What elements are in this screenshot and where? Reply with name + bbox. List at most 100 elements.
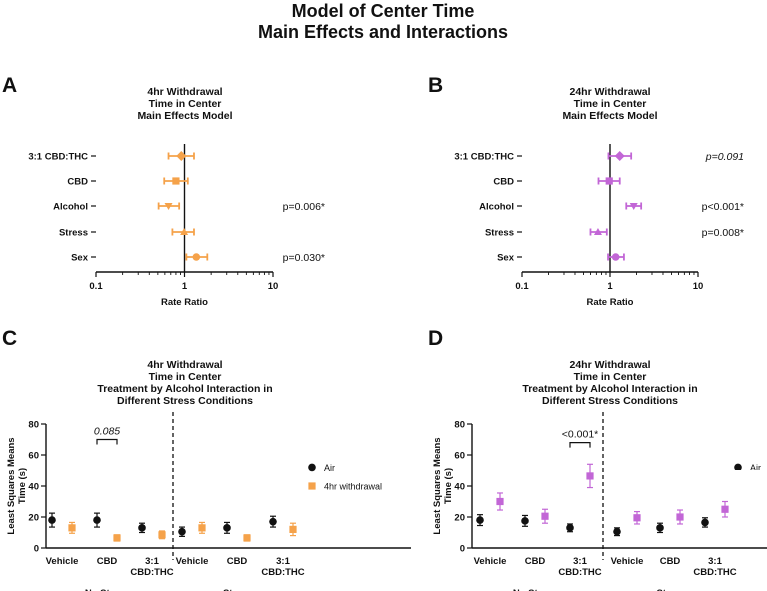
- panel-d-bracket-label: <0.001*: [562, 429, 599, 441]
- panel-a-row-label: CBD: [67, 177, 88, 188]
- panel-c-legend-marker: [308, 463, 316, 472]
- figure-title-line2: Main Effects and Interactions: [258, 22, 508, 42]
- panel-c-point-air: [93, 516, 101, 524]
- panel-d-title-4: Different Stress Conditions: [542, 395, 678, 407]
- panel-d-legend-label: 24hr withdrawal: [750, 482, 767, 492]
- panel-d-category-label: Vehicle: [474, 556, 507, 567]
- panel-c-group-label: No Stress: [85, 588, 129, 591]
- panel-b-x-label: Rate Ratio: [587, 297, 634, 308]
- panel-d-plot: 0 20 40 60 80 Least Squares MeansTime (s) Vehi…: [432, 412, 767, 591]
- panel-d-point-withdrawal: [633, 514, 641, 522]
- panel-c-category-label: 3:1 CBD:THC: [130, 556, 173, 578]
- panel-c-y-label: Least Squares MeansTime (s): [6, 437, 28, 534]
- panel-d-y-tick-label: 40: [454, 482, 465, 493]
- panel-c-category-label: CBD: [227, 556, 248, 567]
- panel-a-row-label: 3:1 CBD:THC: [28, 152, 88, 163]
- panel-d-point-withdrawal: [586, 472, 594, 480]
- panel-d-y-label-line: Least Squares Means: [432, 437, 443, 534]
- panel-d-y-label-line: Time (s): [443, 468, 454, 504]
- panel-c-legend: Air 4hr withdrawal: [308, 463, 382, 492]
- panel-letter-a: A: [2, 74, 17, 97]
- panel-a-row-label: Stress: [59, 228, 88, 239]
- panel-c-point-air: [138, 524, 146, 532]
- panel-c-category-label: CBD: [97, 556, 118, 567]
- panel-a-title-1: 4hr Withdrawal: [147, 86, 222, 98]
- panel-a-point-estimate: [176, 151, 187, 161]
- panel-c-y-tick-label: 20: [28, 513, 39, 524]
- panel-b-row-label: Alcohol: [479, 202, 514, 213]
- panel-a-point-estimate: [164, 203, 173, 210]
- panel-c-point-air: [48, 516, 56, 524]
- panel-c-title-3: Treatment by Alcohol Interaction in: [97, 383, 272, 395]
- panel-c-point-air: [269, 517, 277, 526]
- panel-c-category-label: 3:1 CBD:THC: [261, 556, 304, 578]
- panel-b-point-estimate: [611, 253, 620, 261]
- panel-a-row-label: Sex: [71, 253, 89, 264]
- panel-d-group-label: No Stress: [513, 588, 557, 591]
- panel-c-category-label-line: CBD:THC: [130, 567, 173, 578]
- panel-d-category-label-line: 3:1: [573, 556, 587, 567]
- panel-d-y-tick-label: 20: [454, 513, 465, 524]
- panel-d-point-air: [476, 516, 484, 524]
- panel-d-title-1: 24hr Withdrawal: [569, 359, 650, 371]
- panel-c-legend-marker: [308, 482, 316, 490]
- panel-a-p-value: p=0.006*: [283, 201, 325, 213]
- panel-c-legend-label: Air: [324, 463, 335, 473]
- panel-b-title-3: Main Effects Model: [562, 110, 657, 122]
- panel-d-group-label: Stress: [656, 588, 685, 591]
- panel-c-point-withdrawal: [243, 534, 251, 542]
- panel-c-point-withdrawal: [113, 534, 121, 542]
- panel-b-row-label: Sex: [497, 253, 515, 264]
- panel-letter-d: D: [428, 327, 443, 350]
- panel-d-legend-marker: [734, 482, 741, 489]
- panel-b-row-label: CBD: [493, 177, 514, 188]
- panel-c-y-label-line: Time (s): [17, 468, 28, 504]
- panel-d-y-tick-label: 80: [454, 420, 465, 431]
- panel-d-point-air: [656, 524, 664, 532]
- panel-d-y-tick-label: 60: [454, 451, 465, 462]
- panel-c-y-tick-label: 40: [28, 482, 39, 493]
- panel-c: C 4hr Withdrawal Time in Center Treatmen…: [2, 327, 411, 591]
- panel-b-plot: 0.1 1 10 Rate Ratio 3:1 CBD:THC p=0.091 CBD Alc…: [454, 144, 744, 308]
- panel-c-title-4: Different Stress Conditions: [117, 395, 253, 407]
- panel-b-row-label: 3:1 CBD:THC: [454, 152, 514, 163]
- panel-b-x-tick-label: 0.1: [515, 281, 529, 292]
- panel-d-point-withdrawal: [496, 497, 504, 506]
- panel-d-point-air: [521, 517, 529, 525]
- panel-d-title-3: Treatment by Alcohol Interaction in: [522, 383, 697, 395]
- panel-c-point-withdrawal: [198, 524, 206, 532]
- panel-c-point-air: [178, 527, 186, 536]
- panel-b-p-value: p=0.008*: [702, 227, 744, 239]
- panel-c-point-withdrawal: [68, 524, 76, 532]
- figure-title-line1: Model of Center Time: [292, 1, 475, 21]
- panel-a: A 4hr Withdrawal Time in Center Main Eff…: [2, 74, 325, 308]
- panel-c-significance-bracket: [96, 438, 118, 445]
- panel-b-p-value: p<0.001*: [702, 201, 744, 213]
- panel-d-legend-label: Air: [750, 463, 761, 473]
- panel-d-point-air: [566, 524, 574, 532]
- panel-a-title-3: Main Effects Model: [137, 110, 232, 122]
- panel-c-category-label-line: 3:1: [145, 556, 159, 567]
- panel-d-category-label: CBD: [525, 556, 546, 567]
- panel-letter-b: B: [428, 74, 443, 97]
- panel-a-point-estimate: [172, 177, 180, 185]
- panel-d-point-withdrawal: [541, 512, 549, 520]
- panel-d-category-label: Vehicle: [611, 556, 644, 567]
- panel-a-row-label: Alcohol: [53, 202, 88, 213]
- panel-c-y-tick-label: 0: [34, 544, 39, 555]
- panel-c-title-1: 4hr Withdrawal: [147, 359, 222, 371]
- panel-d-point-withdrawal: [721, 505, 729, 513]
- panel-c-y-tick-label: 60: [28, 451, 39, 462]
- panel-c-legend-label: 4hr withdrawal: [324, 482, 382, 492]
- panel-d-point-withdrawal: [676, 513, 684, 521]
- panel-letter-c: C: [2, 327, 17, 350]
- panel-b-title-1: 24hr Withdrawal: [569, 86, 650, 98]
- panel-a-title-2: Time in Center: [149, 98, 222, 110]
- panel-a-point-estimate: [192, 253, 201, 261]
- panel-c-category-label: Vehicle: [46, 556, 79, 567]
- panel-d-category-label: CBD: [660, 556, 681, 567]
- panel-c-bracket-label: 0.085: [94, 426, 120, 438]
- panel-d-y-tick-label: 0: [460, 544, 465, 555]
